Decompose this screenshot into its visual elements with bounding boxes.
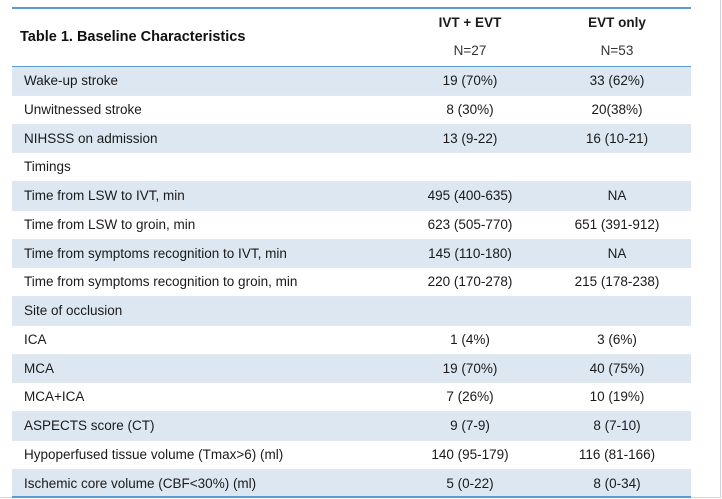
table-row: Hypoperfused tissue volume (Tmax>6) (ml)…	[12, 441, 691, 470]
row-label: ICA	[24, 331, 47, 347]
table-row: MCA+ICA 7 (26%) 10 (19%)	[12, 383, 691, 412]
table-row: Unwitnessed stroke 8 (30%) 20(38%)	[12, 96, 691, 125]
cell-ivt-evt: 1 (4%)	[450, 331, 490, 347]
table-row: Ischemic core volume (CBF<30%) (ml) 5 (0-…	[12, 469, 691, 499]
table-row: ASPECTS score (CT) 9 (7-9) 8 (7-10)	[12, 412, 691, 441]
table-row: Time from LSW to IVT, min 495 (400-635) NA	[12, 182, 691, 211]
table-row: Time from symptoms recognition to groin,…	[12, 268, 691, 297]
row-label: Time from symptoms recognition to groin,…	[24, 274, 298, 290]
table-row: Site of occlusion	[12, 297, 691, 326]
cell-ivt-evt: 19 (70%)	[442, 73, 498, 88]
cell-ivt-evt: 140 (95-179)	[431, 446, 509, 462]
row-label: Hypoperfused tissue volume (Tmax>6) (ml)	[24, 446, 284, 462]
row-label: MCA	[24, 360, 54, 376]
cell-ivt-evt: 8 (30%)	[446, 101, 494, 117]
cell-ivt-evt: 220 (170-278)	[427, 274, 513, 290]
cell-evt-only: 40 (75%)	[589, 360, 645, 376]
cell-evt-only: 215 (178-238)	[574, 274, 660, 290]
cell-evt-only: 3 (6%)	[597, 331, 637, 347]
column-n: N=27	[453, 43, 487, 58]
cell-ivt-evt: 495 (400-635)	[427, 188, 513, 203]
table-header: Table 1. Baseline Characteristics IVT + …	[12, 9, 691, 66]
column-label: IVT + EVT	[438, 15, 502, 30]
table-row: Time from symptoms recognition to IVT, m…	[12, 239, 691, 269]
cell-ivt-evt: 5 (0-22)	[446, 475, 494, 491]
row-label: Ischemic core volume (CBF<30%) (ml)	[24, 475, 257, 491]
table-row: MCA 19 (70%) 40 (75%)	[12, 354, 691, 384]
cell-evt-only: NA	[607, 245, 627, 261]
row-label: NIHSSS on admission	[24, 130, 158, 146]
cell-evt-only: 116 (81-166)	[578, 446, 656, 462]
table-top-rule	[12, 7, 691, 9]
cell-evt-only: 8 (0-34)	[593, 475, 641, 491]
table-row: Time from LSW to groin, min 623 (505-770)…	[12, 211, 691, 240]
row-label: Timings	[24, 159, 71, 175]
cell-evt-only: 33 (62%)	[589, 73, 645, 88]
row-label: Site of occlusion	[24, 303, 123, 318]
cell-ivt-evt: 623 (505-770)	[427, 216, 513, 232]
cell-evt-only: 10 (19%)	[589, 389, 645, 405]
table-row: Wake-up stroke 19 (70%) 33 (62%)	[12, 67, 691, 96]
cell-evt-only: 16 (10-21)	[585, 130, 649, 146]
cell-evt-only: 20(38%)	[591, 101, 643, 117]
cell-evt-only: 8 (7-10)	[593, 418, 641, 433]
cell-evt-only: 651 (391-912)	[574, 216, 660, 232]
cell-ivt-evt: 9 (7-9)	[450, 418, 490, 433]
row-label: Unwitnessed stroke	[24, 101, 142, 117]
row-label: Time from LSW to groin, min	[24, 216, 196, 232]
table-row: NIHSSS on admission 13 (9-22) 16 (10-21)	[12, 124, 691, 154]
cell-ivt-evt: 13 (9-22)	[442, 130, 498, 146]
cell-evt-only: NA	[607, 188, 627, 203]
table-row: ICA 1 (4%) 3 (6%)	[12, 326, 691, 355]
cell-ivt-evt: 145 (110-180)	[428, 245, 512, 261]
row-label: ASPECTS score (CT)	[24, 418, 155, 433]
row-label: MCA+ICA	[24, 389, 85, 405]
table-title: Table 1. Baseline Characteristics	[20, 29, 246, 45]
cell-ivt-evt: 19 (70%)	[442, 360, 498, 376]
table-row: Timings	[12, 153, 691, 182]
cell-ivt-evt: 7 (26%)	[446, 389, 494, 405]
row-label: Wake-up stroke	[24, 73, 119, 88]
table-body: Wake-up stroke 19 (70%) 33 (62%) Unwitnesse…	[12, 66, 691, 499]
column-n: N=53	[600, 43, 634, 58]
row-label: Time from LSW to IVT, min	[24, 188, 185, 203]
row-label: Time from symptoms recognition to IVT, m…	[24, 245, 287, 261]
column-label: EVT only	[588, 15, 646, 30]
